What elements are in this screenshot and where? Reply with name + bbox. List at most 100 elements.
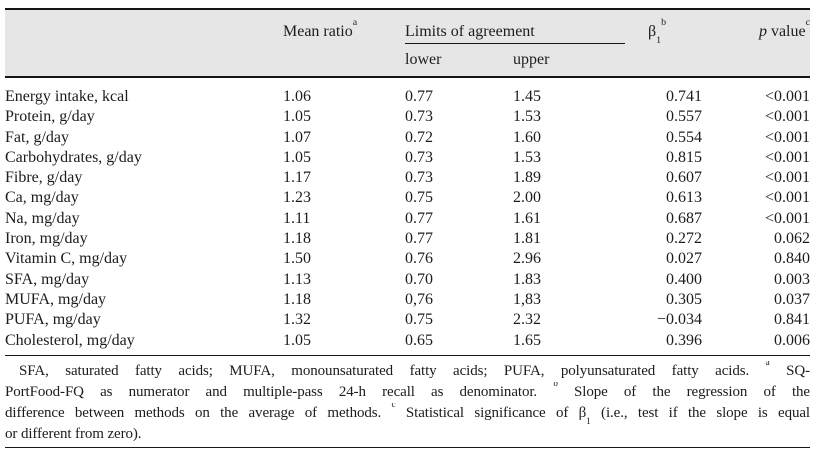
cell-label: Ca, mg/day: [5, 189, 79, 207]
cell-lower: 0.73: [405, 148, 433, 166]
cell-p-value: <0.001: [764, 128, 810, 146]
cell-mean-ratio: 1.18: [283, 290, 311, 308]
table-row: Energy intake, kcal 1.06 0.77 1.45 0.741 <0.0…: [5, 87, 810, 107]
cell-mean-ratio: 1.13: [283, 270, 311, 288]
table-row: PUFA, mg/day 1.32 0.75 2.32 −0.034 0.841: [5, 310, 810, 330]
col-header-p-value: p valuec: [758, 17, 810, 40]
cell-mean-ratio: 1.50: [283, 250, 311, 268]
cell-mean-ratio: 1.06: [283, 88, 311, 105]
col-header-beta1: β1b: [648, 17, 667, 46]
cell-upper: 1.45: [513, 88, 541, 105]
cell-upper: 1.61: [513, 209, 541, 227]
cell-p-value: 0.840: [774, 250, 810, 268]
cell-lower: 0.76: [405, 250, 433, 268]
cell-p-value: 0.841: [774, 311, 810, 329]
table-bottom-rule: [5, 354, 810, 357]
cell-beta: 0.396: [666, 331, 702, 349]
cell-label: Carbohydrates, g/day: [5, 148, 142, 166]
col-header-empty: [632, 52, 702, 68]
cell-label: Fat, g/day: [5, 128, 69, 146]
limits-of-agreement-label: Limits of agreement: [405, 23, 535, 40]
cell-upper: 2.32: [513, 311, 541, 329]
cell-label: SFA, mg/day: [5, 270, 90, 288]
agreement-table: Mean ratioa Limits of agreement β1b p va…: [5, 8, 810, 449]
cell-beta: 0.554: [666, 128, 702, 146]
cell-lower: 0.77: [405, 88, 433, 105]
table-row: Fat, g/day 1.07 0.72 1.60 0.554 <0.001: [5, 128, 810, 148]
cell-mean-ratio: 1.18: [283, 230, 311, 248]
cell-label: Vitamin C, mg/day: [5, 250, 128, 268]
col-header-upper: upper: [513, 51, 550, 68]
table-row: Cholesterol, mg/day 1.05 0.65 1.65 0.396 0.00…: [5, 331, 810, 351]
cell-beta: 0.607: [666, 169, 702, 187]
col-header-limits-of-agreement: Limits of agreement: [405, 22, 625, 44]
cell-p-value: <0.001: [764, 88, 810, 105]
cell-label: Protein, g/day: [5, 108, 95, 126]
cell-lower: 0.75: [405, 311, 433, 329]
table-row: MUFA, mg/day 1.18 0,76 1,83 0.305 0.037: [5, 290, 810, 310]
cell-mean-ratio: 1.05: [283, 331, 311, 349]
footnote-line: SFA, saturated fatty acids; MUFA, monoun…: [19, 361, 810, 380]
cell-beta: 0.400: [666, 270, 702, 288]
cell-upper: 1.60: [513, 128, 541, 146]
cell-beta: 0.557: [666, 108, 702, 126]
cell-mean-ratio: 1.05: [283, 148, 311, 166]
col-header-empty: [5, 52, 283, 68]
header-row-sub: lower upper: [5, 44, 810, 68]
cell-beta: 0.741: [666, 88, 702, 105]
table-row: Carbohydrates, g/day 1.05 0.73 1.53 0.815 <0.…: [5, 148, 810, 168]
col-header-empty: [5, 22, 283, 44]
table-footnote: SFA, saturated fatty acids; MUFA, monoun…: [5, 361, 810, 445]
cell-p-value: <0.001: [764, 209, 810, 227]
cell-upper: 1.81: [513, 230, 541, 248]
col-header-mean-ratio: Mean ratioa: [283, 17, 358, 40]
cell-p-value: <0.001: [764, 148, 810, 166]
table-row: Iron, mg/day 1.18 0.77 1.81 0.272 0.062: [5, 229, 810, 249]
cell-label: MUFA, mg/day: [5, 290, 107, 308]
cell-lower: 0.77: [405, 230, 433, 248]
cell-mean-ratio: 1.23: [283, 189, 311, 207]
header-row-main: Mean ratioa Limits of agreement β1b p va…: [5, 17, 810, 46]
cell-p-value: 0.006: [774, 331, 810, 349]
cell-upper: 2.96: [513, 250, 541, 268]
cell-mean-ratio: 1.17: [283, 169, 311, 187]
cell-beta: 0.815: [666, 148, 702, 166]
cell-lower: 0.65: [405, 331, 433, 349]
cell-beta: 0.027: [666, 250, 702, 268]
page-bottom-rule: [5, 447, 810, 449]
cell-p-value: 0.003: [774, 270, 810, 288]
cell-beta: −0.034: [656, 311, 702, 329]
cell-upper: 1.89: [513, 169, 541, 187]
table-row: Vitamin C, mg/day 1.50 0.76 2.96 0.027 0.840: [5, 249, 810, 269]
cell-upper: 1.53: [513, 148, 541, 166]
cell-lower: 0.77: [405, 209, 433, 227]
cell-upper: 1.65: [513, 331, 541, 349]
cell-label: PUFA, mg/day: [5, 311, 101, 329]
table-body: Energy intake, kcal 1.06 0.77 1.45 0.741 <0.0…: [5, 78, 810, 355]
cell-upper: 1.53: [513, 108, 541, 126]
cell-mean-ratio: 1.05: [283, 108, 311, 126]
cell-mean-ratio: 1.11: [283, 209, 311, 227]
cell-lower: 0.72: [405, 128, 433, 146]
cell-lower: 0.70: [405, 270, 433, 288]
table-row: Fibre, g/day 1.17 0.73 1.89 0.607 <0.001: [5, 168, 810, 188]
cell-beta: 0.305: [666, 290, 702, 308]
cell-upper: 1,83: [513, 290, 541, 308]
cell-mean-ratio: 1.32: [283, 311, 311, 329]
cell-beta: 0.272: [666, 230, 702, 248]
cell-label: Na, mg/day: [5, 209, 80, 227]
cell-p-value: <0.001: [764, 189, 810, 207]
table-row: Ca, mg/day 1.23 0.75 2.00 0.613 <0.001: [5, 188, 810, 208]
cell-p-value: 0.062: [774, 230, 810, 248]
table-row: Na, mg/day 1.11 0.77 1.61 0.687 <0.001: [5, 209, 810, 229]
table-top-rule: [5, 8, 810, 10]
col-header-empty: [283, 52, 405, 68]
cell-lower: 0,76: [405, 290, 433, 308]
cell-lower: 0.73: [405, 169, 433, 187]
cell-p-value: <0.001: [764, 108, 810, 126]
cell-p-value: <0.001: [764, 169, 810, 187]
footnote-line: PortFood-FQ as numerator and multiple-pa…: [5, 382, 810, 401]
cell-lower: 0.73: [405, 108, 433, 126]
cell-label: Iron, mg/day: [5, 230, 88, 248]
